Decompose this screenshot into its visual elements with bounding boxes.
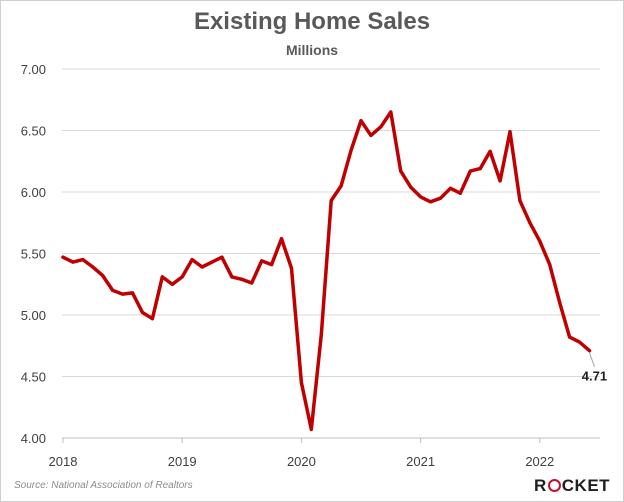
data-point — [200, 265, 204, 269]
data-point — [140, 310, 145, 315]
data-point — [329, 199, 333, 203]
data-point — [111, 288, 115, 292]
data-point — [230, 275, 234, 279]
x-tick-label: 2020 — [287, 454, 316, 469]
data-point — [548, 262, 552, 267]
x-tick-label: 2022 — [525, 454, 554, 469]
data-point — [170, 282, 174, 286]
x-tick-label: 2019 — [168, 454, 197, 469]
y-tick-label: 4.50 — [21, 370, 46, 385]
data-point — [448, 186, 452, 190]
y-tick-label: 7.00 — [21, 62, 46, 77]
data-point — [289, 266, 294, 270]
data-point — [468, 169, 472, 173]
y-tick-label: 4.00 — [21, 431, 46, 446]
data-point — [498, 179, 502, 183]
data-point — [528, 221, 532, 225]
y-tick-label: 6.50 — [21, 124, 46, 139]
data-point — [101, 274, 105, 278]
data-point — [438, 196, 443, 200]
data-point — [319, 333, 323, 337]
data-point — [279, 237, 284, 241]
data-point — [299, 381, 303, 385]
y-tick-label: 5.50 — [21, 247, 46, 262]
data-point — [478, 167, 482, 171]
data-point — [518, 199, 522, 203]
data-point — [558, 301, 562, 305]
x-tick-label: 2018 — [49, 454, 78, 469]
data-point — [409, 185, 413, 189]
chart-subtitle: Millions — [285, 42, 339, 58]
data-point — [458, 191, 462, 195]
rocket-logo: R CKET — [534, 476, 611, 495]
data-point — [488, 149, 492, 154]
chart-title: Existing Home Sales — [193, 8, 431, 35]
data-point — [180, 275, 184, 279]
x-tick-label: 2021 — [406, 454, 435, 469]
data-point — [419, 195, 423, 199]
data-point — [389, 110, 393, 114]
data-point — [71, 260, 75, 264]
data-point — [220, 255, 224, 259]
data-point — [538, 239, 542, 243]
data-point — [577, 340, 582, 344]
data-point — [250, 281, 254, 285]
data-point — [379, 125, 383, 129]
data-point — [61, 255, 65, 259]
data-point — [160, 275, 164, 279]
data-point — [369, 133, 373, 138]
data-point — [240, 277, 244, 281]
data-point — [130, 291, 135, 295]
data-point — [339, 184, 343, 188]
data-point — [260, 259, 264, 263]
source-note: Source: National Association of Realtors — [14, 480, 193, 491]
data-point — [210, 260, 214, 264]
logo-ring-icon — [547, 479, 561, 492]
data-point — [309, 427, 313, 431]
data-point — [568, 335, 572, 339]
data-point — [121, 292, 125, 296]
data-point — [270, 262, 274, 267]
y-tick-label: 6.00 — [21, 185, 46, 200]
series-line — [61, 110, 592, 432]
data-point — [399, 169, 403, 173]
data-point — [190, 258, 194, 262]
last-value-label: 4.71 — [582, 369, 607, 384]
data-point — [349, 148, 353, 152]
data-point — [428, 200, 433, 204]
annotation-leader — [588, 352, 595, 367]
data-point — [81, 258, 85, 262]
data-point — [359, 119, 363, 123]
data-point — [587, 349, 592, 353]
y-tick-label: 5.00 — [21, 308, 46, 323]
data-point — [150, 317, 154, 321]
data-point — [91, 265, 95, 269]
data-point — [508, 130, 512, 134]
